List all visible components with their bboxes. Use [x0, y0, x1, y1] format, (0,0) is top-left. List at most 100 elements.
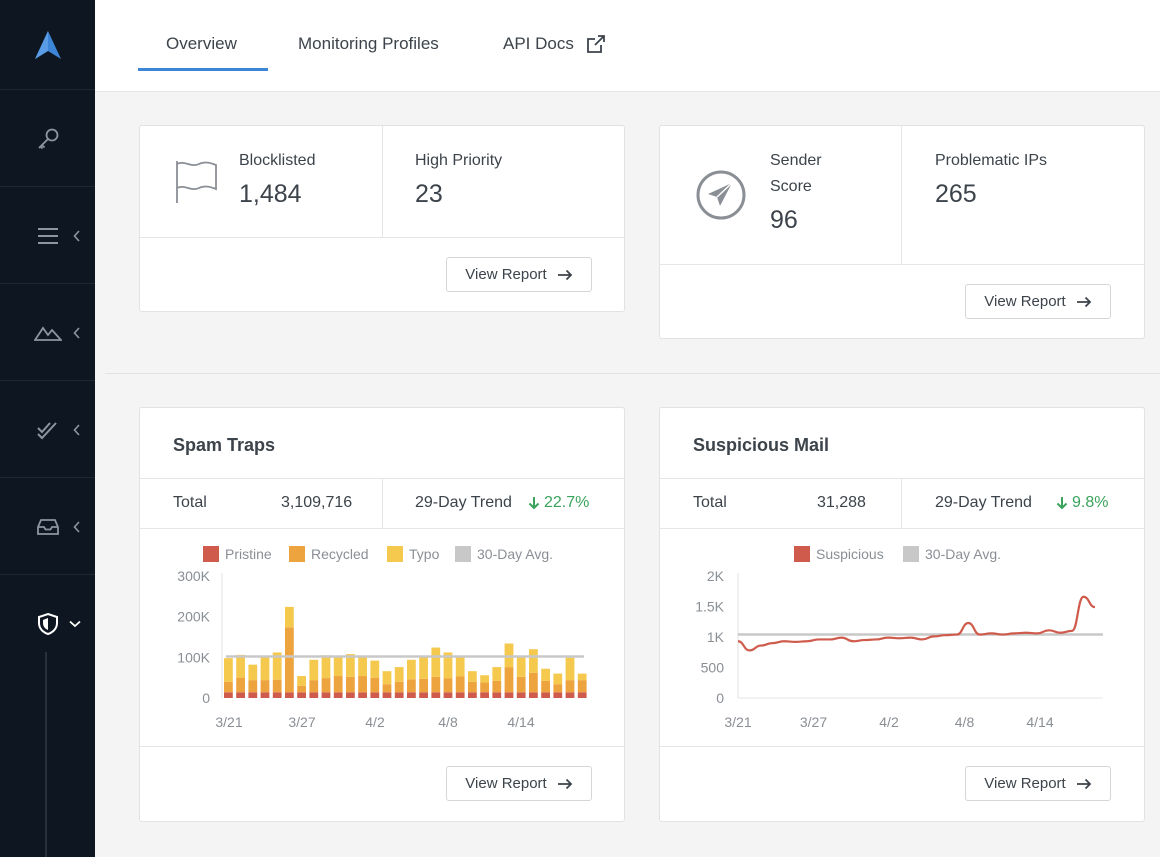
chevron-left-icon	[73, 229, 80, 242]
spam-total-value: 3,109,716	[281, 494, 353, 511]
x-tick-label: 3/21	[215, 714, 242, 730]
bar-typo	[370, 660, 380, 678]
card-divider	[660, 478, 1144, 479]
legend-avg: 30-Day Avg.	[455, 546, 553, 562]
bar-recycled	[553, 684, 563, 693]
spam-trend-label: 29-Day Trend	[415, 494, 512, 511]
bar-pristine	[492, 692, 502, 698]
bar-recycled	[504, 667, 514, 693]
bar-pristine	[431, 692, 441, 698]
card-divider	[140, 528, 624, 529]
logo[interactable]	[0, 0, 95, 90]
bar-typo	[309, 659, 319, 681]
bar-pristine	[516, 692, 526, 698]
chevron-left-icon	[73, 326, 80, 339]
card-divider	[901, 126, 902, 264]
bar-typo	[382, 671, 392, 685]
sidebar-item-lists[interactable]	[0, 188, 95, 284]
bar-recycled	[468, 681, 477, 693]
bar-pristine	[553, 692, 563, 698]
bar-typo	[285, 606, 294, 628]
bar-recycled	[431, 676, 441, 693]
menu-icon	[37, 227, 58, 244]
y-tick-label: 1K	[707, 629, 725, 645]
legend-swatch	[903, 546, 919, 562]
y-tick-label: 0	[202, 690, 210, 706]
bar-pristine	[260, 692, 270, 698]
legend-label: 30-Day Avg.	[925, 546, 1002, 562]
bar-pristine	[346, 692, 355, 698]
key-icon	[37, 128, 58, 149]
sidebar-subnav-line	[45, 652, 47, 857]
bar-recycled	[272, 679, 282, 693]
bar-typo	[394, 667, 404, 682]
bar-pristine	[565, 692, 575, 698]
sidebar	[0, 0, 95, 857]
y-tick-label: 200K	[177, 609, 210, 625]
bar-pristine	[358, 692, 367, 698]
x-tick-label: 3/21	[724, 714, 751, 730]
sidebar-item-inbox[interactable]	[0, 479, 95, 575]
bar-pristine	[455, 692, 465, 698]
legend-label: Pristine	[225, 546, 272, 562]
suspicious-mail-card: Suspicious Mail Total 31,288 29-Day Tren…	[659, 407, 1145, 822]
sidebar-item-analytics[interactable]	[0, 285, 95, 381]
bar-typo	[333, 655, 343, 677]
blocklisted-value: 1,484	[239, 180, 302, 208]
chevron-left-icon	[73, 520, 80, 533]
suspicious-line	[737, 595, 1096, 652]
bar-recycled	[480, 682, 489, 693]
bar-recycled	[516, 676, 526, 693]
bar-pristine	[272, 692, 282, 698]
bar-pristine	[468, 692, 477, 698]
logo-icon	[34, 30, 61, 59]
bar-typo	[529, 649, 538, 673]
suspicious-view-report-button[interactable]: View Report	[965, 766, 1111, 801]
blocklist-view-report-button[interactable]: View Report	[446, 257, 592, 292]
sender-view-report-button[interactable]: View Report	[965, 284, 1111, 319]
y-tick-label: 2K	[707, 568, 725, 584]
arrow-down-icon	[528, 497, 540, 510]
double-check-icon	[36, 421, 57, 439]
x-tick-label: 4/8	[955, 714, 975, 730]
suspicious-trend-label: 29-Day Trend	[935, 494, 1032, 511]
arrow-right-icon	[557, 778, 572, 789]
bar-recycled	[346, 676, 355, 693]
bar-pristine	[382, 692, 392, 698]
bar-recycled	[529, 672, 538, 693]
bar-pristine	[394, 692, 404, 698]
tab-monitoring-profiles[interactable]: Monitoring Profiles	[298, 34, 439, 53]
bar-recycled	[443, 678, 453, 693]
x-tick-label: 4/8	[438, 714, 458, 730]
legend-swatch	[289, 546, 305, 562]
bar-recycled	[333, 676, 343, 693]
card-divider	[660, 746, 1144, 747]
bar-recycled	[321, 678, 331, 693]
sidebar-item-security[interactable]	[0, 576, 95, 672]
blocklist-card: Blocklisted 1,484 High Priority 23 View …	[139, 125, 625, 312]
bar-pristine	[248, 692, 258, 698]
y-tick-label: 100K	[177, 649, 210, 665]
tab-overview[interactable]: Overview	[166, 34, 237, 53]
bar-pristine	[407, 692, 416, 698]
bar-typo	[577, 673, 587, 681]
view-report-label: View Report	[465, 266, 547, 283]
sidebar-item-keys[interactable]	[0, 91, 95, 187]
card-divider	[901, 478, 902, 528]
card-divider	[382, 126, 383, 237]
bar-typo	[407, 659, 416, 680]
legend-pristine: Pristine	[203, 546, 272, 562]
x-tick-label: 3/27	[800, 714, 827, 730]
tab-api-docs[interactable]: API Docs	[503, 34, 606, 54]
bar-typo	[565, 657, 575, 681]
suspicious-trend-value: 9.8%	[1056, 494, 1108, 512]
sidebar-item-validation[interactable]	[0, 382, 95, 478]
spam-traps-title: Spam Traps	[173, 435, 276, 455]
bar-pristine	[541, 692, 550, 698]
x-tick-label: 4/2	[365, 714, 385, 730]
legend-label: Suspicious	[816, 546, 884, 562]
bar-recycled	[297, 685, 306, 693]
spam-view-report-button[interactable]: View Report	[446, 766, 592, 801]
y-tick-label: 0	[716, 690, 724, 706]
legend-swatch	[794, 546, 810, 562]
